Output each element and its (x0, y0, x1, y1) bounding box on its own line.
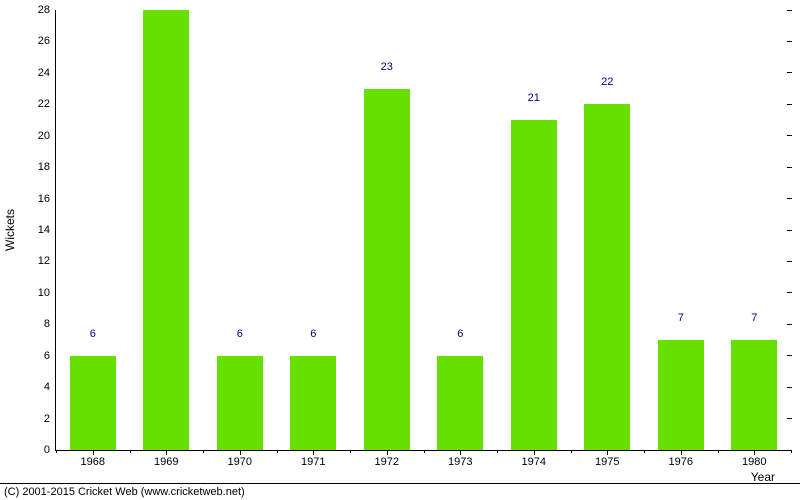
x-tick-label: 1972 (375, 450, 399, 468)
x-tick-mark (130, 450, 131, 453)
y-tick-label: 6 (44, 350, 56, 362)
footer-text: (C) 2001-2015 Cricket Web (www.cricketwe… (4, 486, 245, 498)
y-tick-mark (787, 167, 792, 168)
bar (143, 10, 189, 450)
y-tick-label: 24 (38, 67, 56, 79)
y-tick-mark (787, 104, 792, 105)
x-tick-label: 1976 (669, 450, 693, 468)
x-tick-mark (644, 450, 645, 453)
y-tick-label: 28 (38, 4, 56, 16)
y-tick-mark (787, 261, 792, 262)
x-tick-label: 1973 (448, 450, 472, 468)
x-tick-mark (791, 450, 792, 453)
y-tick-label: 4 (44, 381, 56, 393)
y-tick-mark (787, 230, 792, 231)
y-tick-mark (787, 355, 792, 356)
x-tick-label: 1970 (228, 450, 252, 468)
x-tick-mark (350, 450, 351, 453)
bar (290, 356, 336, 450)
bar (511, 120, 557, 450)
y-tick-mark (787, 198, 792, 199)
x-tick-mark (571, 450, 572, 453)
x-tick-label: 1980 (742, 450, 766, 468)
bar (70, 356, 116, 450)
footer-copyright: (C) 2001-2015 Cricket Web (www.cricketwe… (0, 483, 800, 500)
bar (584, 104, 630, 450)
bar (364, 89, 410, 450)
y-tick-label: 22 (38, 98, 56, 110)
y-tick-label: 8 (44, 318, 56, 330)
x-tick-mark (424, 450, 425, 453)
y-tick-label: 26 (38, 35, 56, 47)
bar-value-label: 7 (678, 312, 684, 326)
bar (658, 340, 704, 450)
y-tick-label: 2 (44, 413, 56, 425)
y-tick-mark (787, 292, 792, 293)
bar-value-label: 21 (528, 92, 540, 106)
x-tick-mark (203, 450, 204, 453)
y-tick-mark (787, 418, 792, 419)
x-tick-mark (56, 450, 57, 453)
y-tick-mark (787, 10, 792, 11)
x-tick-mark (277, 450, 278, 453)
bar-value-label: 6 (237, 328, 243, 342)
y-tick-mark (787, 324, 792, 325)
y-tick-mark (787, 72, 792, 73)
bar-value-label: 6 (90, 328, 96, 342)
y-axis-label: Wickets (3, 209, 17, 251)
y-tick-label: 14 (38, 224, 56, 236)
x-axis-label: Year (751, 470, 775, 484)
y-tick-label: 16 (38, 193, 56, 205)
bar-value-label: 7 (751, 312, 757, 326)
x-tick-mark (718, 450, 719, 453)
bar-value-label: 6 (457, 328, 463, 342)
bar-value-label: 23 (381, 61, 393, 75)
x-tick-mark (497, 450, 498, 453)
plot-area: 0246810121416182022242628619682819696197… (55, 10, 791, 451)
bar (437, 356, 483, 450)
y-tick-label: 0 (44, 444, 56, 456)
x-tick-label: 1968 (81, 450, 105, 468)
bar (217, 356, 263, 450)
y-tick-label: 12 (38, 255, 56, 267)
y-tick-mark (787, 387, 792, 388)
chart-container: 0246810121416182022242628619682819696197… (0, 0, 800, 500)
bar-value-label: 6 (310, 328, 316, 342)
bar-value-label: 22 (601, 76, 613, 90)
y-tick-label: 10 (38, 287, 56, 299)
y-tick-mark (787, 41, 792, 42)
x-tick-label: 1969 (154, 450, 178, 468)
y-tick-mark (787, 135, 792, 136)
bar (731, 340, 777, 450)
x-tick-label: 1975 (595, 450, 619, 468)
y-tick-label: 18 (38, 161, 56, 173)
y-tick-label: 20 (38, 130, 56, 142)
x-tick-label: 1971 (301, 450, 325, 468)
x-tick-label: 1974 (522, 450, 546, 468)
